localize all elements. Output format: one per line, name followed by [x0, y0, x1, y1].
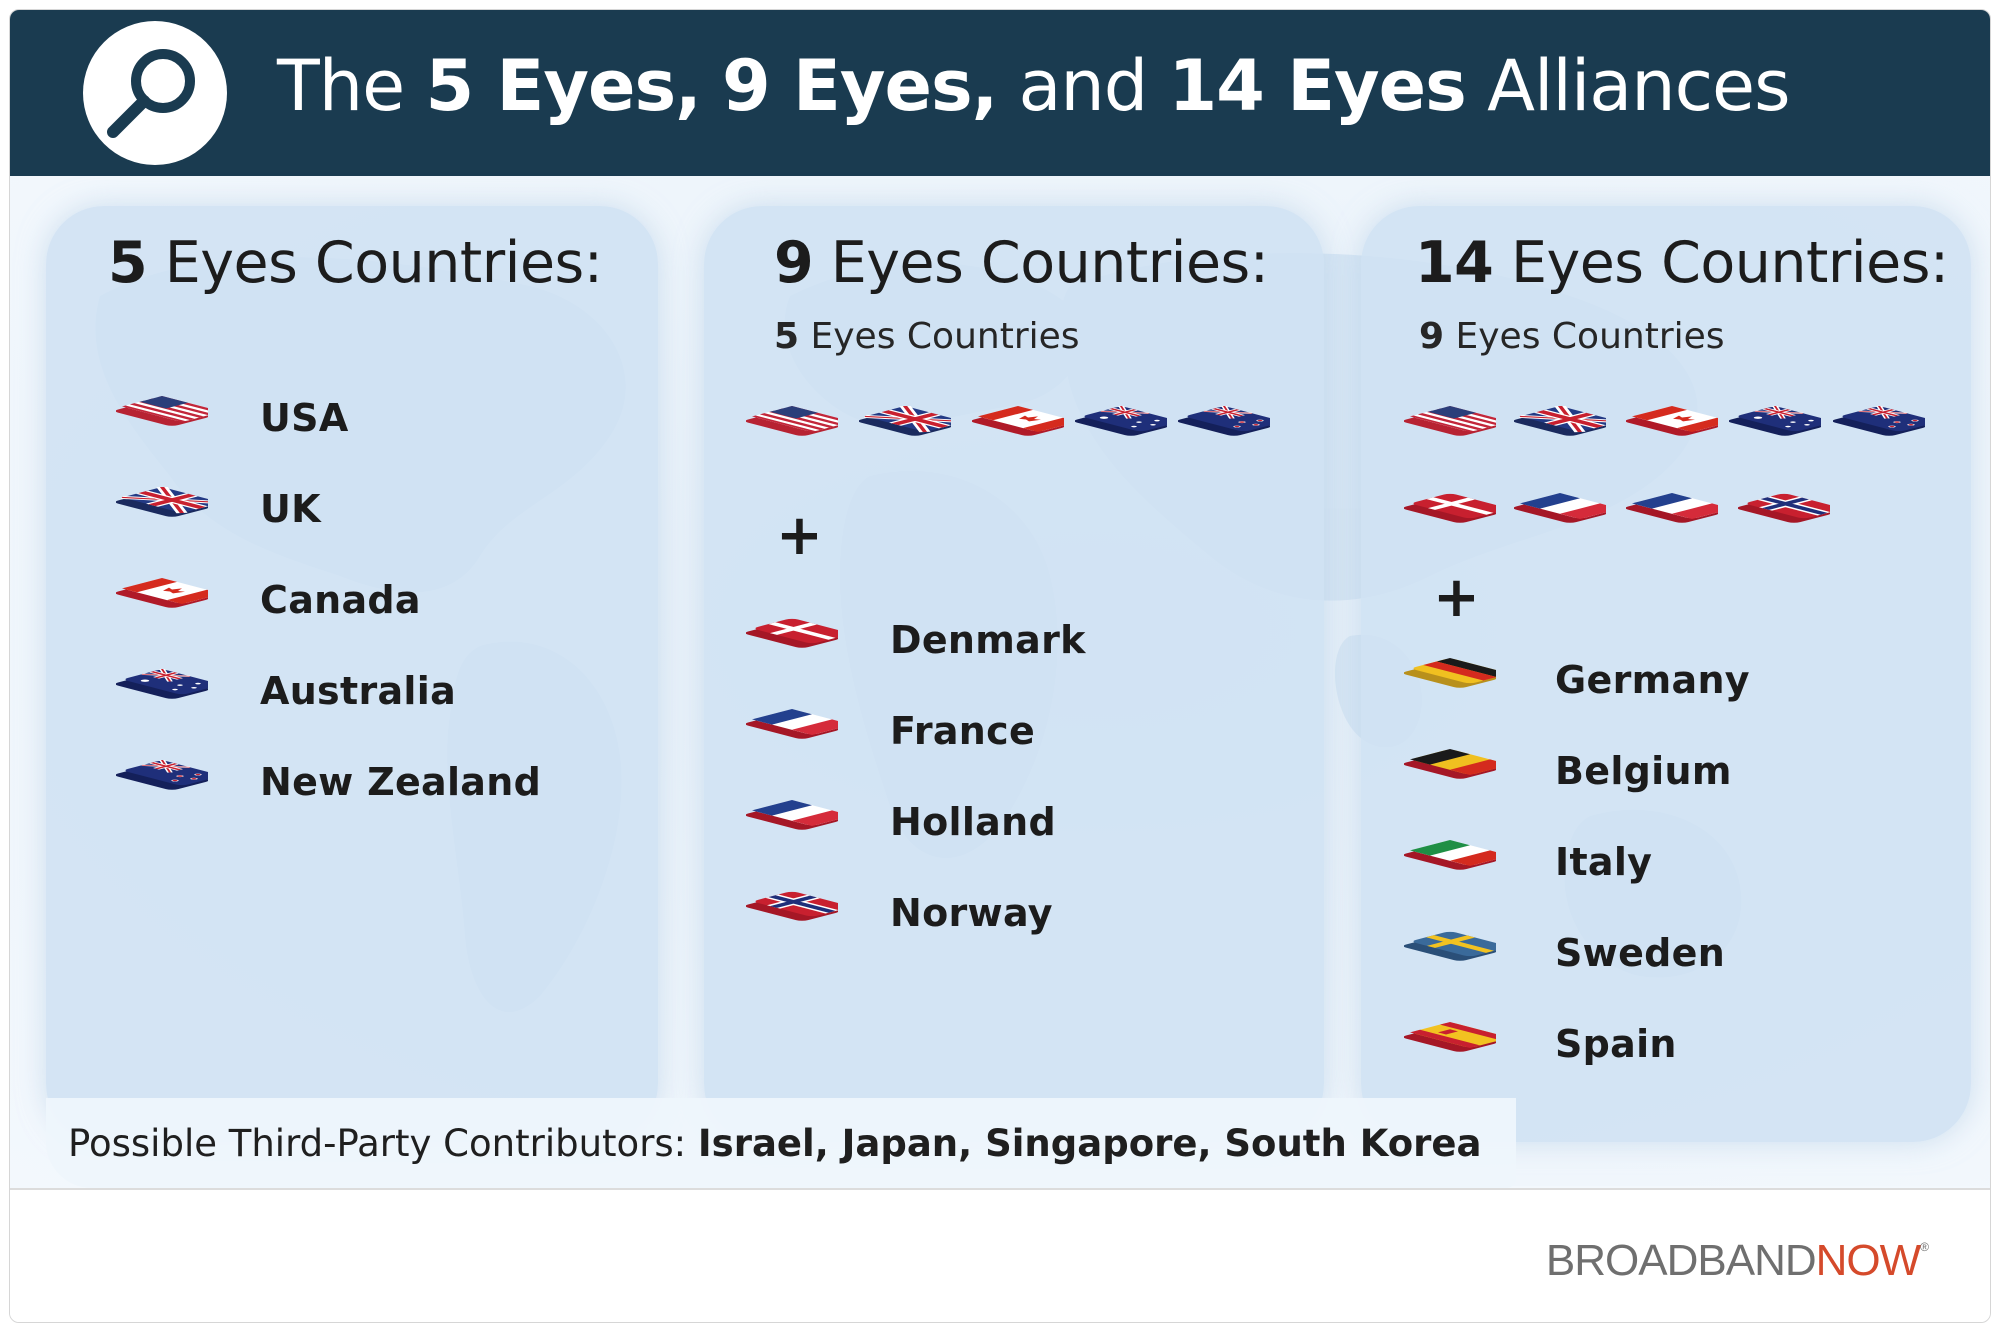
flag-france-icon: [1514, 493, 1606, 553]
country-label: USA: [260, 396, 349, 440]
third-party-contributors-bar: Possible Third-Party Contributors: Israe…: [46, 1098, 1516, 1188]
flag-australia-icon: [1075, 406, 1167, 466]
flag-denmark-icon: [1404, 493, 1496, 553]
plus-sign: +: [776, 503, 823, 568]
flag-new-zealand-icon: [1178, 406, 1270, 466]
country-label: Australia: [260, 669, 457, 713]
flag-denmark-icon: [746, 618, 838, 678]
flag-canada-icon: [1626, 406, 1718, 466]
country-label: Sweden: [1555, 931, 1726, 975]
third-party-contributors-text: Possible Third-Party Contributors: Israe…: [68, 1122, 1482, 1165]
flag-belgium-icon: [1404, 749, 1496, 809]
nine-eyes-subheading: 5 Eyes Countries: [774, 316, 1080, 357]
flag-holland-icon: [1626, 493, 1718, 553]
fourteen-eyes-subheading: 9 Eyes Countries: [1419, 316, 1725, 357]
flag-france-icon: [746, 709, 838, 769]
footer: BROADBANDNOW®: [10, 1190, 1990, 1322]
fourteen-eyes-panel: 14 Eyes Countries: 9 Eyes Countries + Ge…: [1361, 206, 1971, 1142]
flag-spain-icon: [1404, 1022, 1496, 1082]
flag-new-zealand-icon: [1833, 406, 1925, 466]
flag-new-zealand-icon: [116, 760, 208, 820]
flag-canada-icon: [972, 406, 1064, 466]
country-label: Norway: [890, 891, 1053, 935]
broadbandnow-logo: BROADBANDNOW®: [1545, 1236, 1929, 1285]
fourteen-eyes-heading: 14 Eyes Countries:: [1415, 230, 1949, 296]
country-label: Denmark: [890, 618, 1086, 662]
country-label: France: [890, 709, 1036, 753]
page-title: The 5 Eyes, 9 Eyes, and 14 Eyes Alliance…: [277, 45, 1791, 127]
flag-usa-icon: [1404, 406, 1496, 466]
flag-australia-icon: [116, 669, 208, 729]
flag-canada-icon: [116, 578, 208, 638]
flag-italy-icon: [1404, 840, 1496, 900]
five-eyes-heading: 5 Eyes Countries:: [108, 230, 603, 296]
flag-holland-icon: [746, 800, 838, 860]
magnifying-glass-icon: [83, 21, 227, 165]
five-eyes-panel: 5 Eyes Countries: USA UK Canada Australi…: [46, 206, 658, 1142]
country-label: New Zealand: [260, 760, 542, 804]
footer-divider: [10, 1188, 1990, 1190]
nine-eyes-panel: 9 Eyes Countries: 5 Eyes Countries + Den…: [704, 206, 1324, 1142]
header-bar: The 5 Eyes, 9 Eyes, and 14 Eyes Alliance…: [10, 10, 1990, 176]
plus-sign: +: [1433, 565, 1480, 630]
country-label: Spain: [1555, 1022, 1677, 1066]
country-label: UK: [260, 487, 321, 531]
country-label: Belgium: [1555, 749, 1732, 793]
flag-norway-icon: [746, 891, 838, 951]
country-label: Canada: [260, 578, 421, 622]
country-label: Italy: [1555, 840, 1653, 884]
flag-australia-icon: [1729, 406, 1821, 466]
flag-uk-icon: [1514, 406, 1606, 466]
country-label: Germany: [1555, 658, 1750, 702]
flag-germany-icon: [1404, 658, 1496, 718]
flag-usa-icon: [746, 406, 838, 466]
nine-eyes-heading: 9 Eyes Countries:: [774, 230, 1269, 296]
country-label: Holland: [890, 800, 1056, 844]
flag-uk-icon: [116, 487, 208, 547]
flag-usa-icon: [116, 396, 208, 456]
flag-sweden-icon: [1404, 931, 1496, 991]
flag-norway-icon: [1738, 493, 1830, 553]
flag-uk-icon: [859, 406, 951, 466]
infographic-frame: The 5 Eyes, 9 Eyes, and 14 Eyes Alliance…: [9, 9, 1991, 1323]
